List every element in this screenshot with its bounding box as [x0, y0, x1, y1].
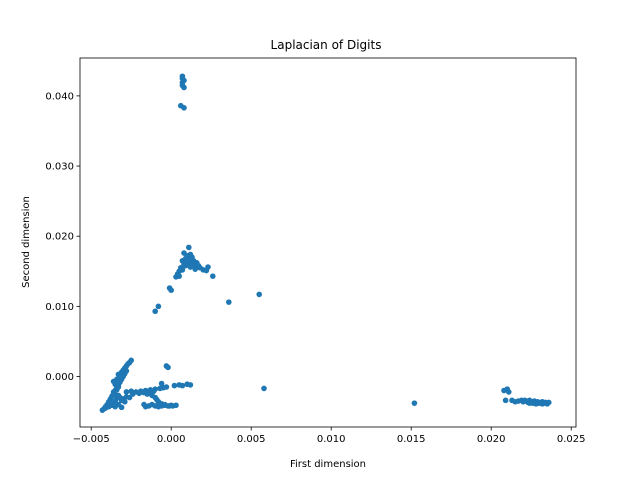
data-point [539, 401, 546, 407]
points-layer [99, 73, 552, 413]
x-tick-label: −0.005 [73, 434, 110, 445]
data-point [530, 398, 536, 405]
data-point [203, 267, 210, 274]
chart-title: Laplacian of Digits [271, 38, 382, 52]
data-point [546, 399, 552, 406]
data-point [210, 273, 216, 279]
data-point [170, 403, 176, 409]
x-tick-label: 0.015 [397, 434, 426, 445]
data-point [150, 388, 157, 395]
data-point [144, 391, 150, 397]
data-point [187, 257, 194, 263]
data-point [107, 400, 114, 406]
data-point [162, 401, 168, 408]
data-point [179, 382, 186, 389]
data-point [176, 273, 182, 279]
data-point [256, 291, 263, 298]
data-point [171, 382, 178, 389]
data-point [155, 303, 162, 310]
y-tick-label: 0.030 [45, 162, 74, 173]
data-point [522, 397, 528, 404]
data-point [506, 389, 512, 395]
data-point [187, 264, 194, 270]
data-point [181, 105, 187, 111]
y-axis-label: Second dimension [21, 196, 32, 288]
data-point [168, 287, 174, 294]
data-point [163, 384, 170, 390]
data-point [118, 404, 125, 411]
data-point [136, 390, 142, 397]
x-tick-label: 0.005 [237, 434, 266, 445]
x-axis: −0.005 0.000 0.005 0.010 0.015 0.020 0.025 [73, 427, 586, 445]
x-tick-label: 0.020 [477, 434, 506, 445]
data-point [128, 357, 134, 364]
data-point [123, 389, 130, 395]
y-tick-label: 0.020 [45, 232, 74, 243]
data-point [112, 403, 118, 410]
x-axis-label: First dimension [290, 459, 366, 470]
data-point [192, 266, 198, 272]
x-tick-label: 0.000 [157, 434, 186, 445]
data-point [411, 400, 418, 406]
data-point [122, 398, 128, 405]
data-point [187, 382, 194, 388]
data-point [130, 391, 136, 397]
data-point [181, 84, 187, 91]
x-tick-label: 0.010 [317, 434, 346, 445]
data-point [186, 244, 192, 251]
plot-frame [79, 57, 577, 428]
data-point [120, 367, 126, 373]
data-point [152, 308, 158, 315]
data-point [226, 299, 232, 305]
data-point [502, 397, 509, 404]
y-tick-label: 0.000 [45, 372, 74, 383]
y-tick-label: 0.010 [45, 302, 74, 313]
data-point [165, 364, 171, 371]
data-point [261, 385, 267, 392]
x-tick-label: 0.025 [557, 434, 586, 445]
y-axis: 0.000 0.010 0.020 0.030 0.040 [45, 91, 80, 383]
y-tick-label: 0.040 [45, 91, 74, 102]
data-point [158, 380, 165, 387]
data-point [179, 267, 186, 273]
